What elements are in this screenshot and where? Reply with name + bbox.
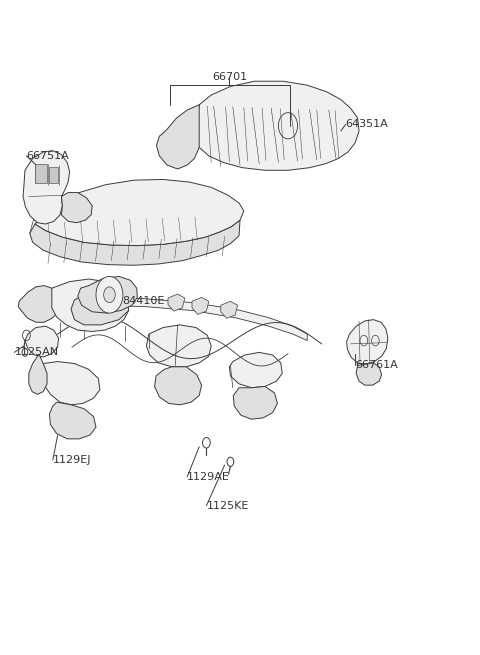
Polygon shape	[146, 325, 211, 367]
Polygon shape	[52, 297, 307, 341]
Polygon shape	[356, 363, 382, 385]
Polygon shape	[18, 286, 60, 322]
Polygon shape	[29, 355, 47, 394]
Polygon shape	[49, 167, 58, 183]
Polygon shape	[192, 297, 209, 314]
Polygon shape	[156, 105, 199, 169]
Polygon shape	[35, 164, 47, 183]
Text: 84410E: 84410E	[122, 296, 165, 307]
Polygon shape	[155, 367, 202, 405]
Text: 64351A: 64351A	[346, 119, 388, 130]
Polygon shape	[61, 193, 92, 223]
Text: 1125KE: 1125KE	[206, 500, 249, 511]
Polygon shape	[52, 279, 129, 331]
Polygon shape	[233, 386, 277, 419]
Text: 1129EJ: 1129EJ	[53, 455, 91, 465]
Polygon shape	[168, 294, 185, 311]
Circle shape	[96, 276, 123, 313]
Text: 66761A: 66761A	[355, 360, 398, 371]
Polygon shape	[25, 326, 59, 357]
Polygon shape	[229, 352, 282, 388]
Polygon shape	[78, 276, 137, 313]
Text: 1129AE: 1129AE	[187, 472, 230, 482]
Polygon shape	[71, 288, 129, 325]
Polygon shape	[42, 362, 100, 405]
Polygon shape	[347, 320, 388, 364]
Polygon shape	[221, 301, 238, 318]
Circle shape	[104, 287, 115, 303]
Text: 1125AN: 1125AN	[14, 347, 59, 358]
Polygon shape	[23, 151, 70, 224]
Polygon shape	[49, 402, 96, 439]
Polygon shape	[35, 179, 244, 246]
Text: 66751A: 66751A	[26, 151, 69, 161]
Text: 66701: 66701	[212, 72, 247, 83]
Polygon shape	[30, 220, 240, 265]
Polygon shape	[194, 81, 359, 170]
